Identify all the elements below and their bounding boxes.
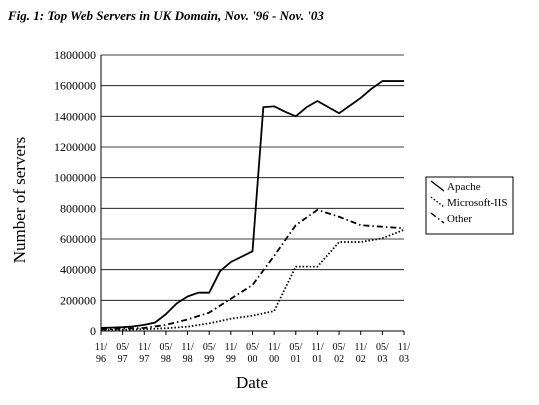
y-tick-label: 1400000 xyxy=(54,109,96,123)
x-tick-label-top: 05/ xyxy=(246,342,259,353)
y-axis-label: Number of servers xyxy=(10,137,29,264)
y-tick-label: 600000 xyxy=(60,232,96,246)
x-tick-label-bottom: 97 xyxy=(139,354,149,365)
legend-swatch xyxy=(430,212,445,224)
x-tick-label-bottom: 98 xyxy=(183,354,193,365)
x-tick-label-top: 05/ xyxy=(289,342,302,353)
x-tick-label-bottom: 98 xyxy=(161,354,171,365)
y-tick-label: 1800000 xyxy=(54,48,96,62)
legend-swatch xyxy=(430,180,445,192)
y-tick-label: 1200000 xyxy=(54,140,96,154)
y-tick-label: 200000 xyxy=(60,293,96,307)
x-tick-label-top: 11/ xyxy=(311,342,324,353)
x-tick-label-top: 11/ xyxy=(355,342,368,353)
series-lines xyxy=(100,80,405,332)
x-tick-label-top: 11/ xyxy=(181,342,194,353)
legend: Apache Microsoft-IIS Other xyxy=(425,176,514,235)
y-tick-label: 800000 xyxy=(60,201,96,215)
legend-box xyxy=(425,176,514,235)
x-tick-label-bottom: 00 xyxy=(269,354,279,365)
x-tick-label-top: 11/ xyxy=(268,342,281,353)
legend-label: Microsoft-IIS xyxy=(447,197,508,209)
legend-label: Apache xyxy=(447,181,481,193)
y-tick-labels: 0 200000 400000 600000 800000 1000000 1200000 1… xyxy=(54,48,96,338)
chart-title: Fig. 1: Top Web Servers in UK Domain, No… xyxy=(7,8,324,23)
y-tick-label: 1000000 xyxy=(54,171,96,185)
x-tick-label-bottom: 01 xyxy=(291,354,301,365)
x-tick-label-bottom: 00 xyxy=(248,354,258,365)
x-tick-label-top: 11/ xyxy=(95,342,108,353)
y-tick-label: 1600000 xyxy=(54,79,96,93)
x-tick-label-top: 11/ xyxy=(225,342,238,353)
x-tick-label-bottom: 97 xyxy=(118,354,128,365)
legend-label: Other xyxy=(447,213,472,225)
gridlines xyxy=(101,54,404,301)
x-tick-labels: 11/9605/9711/9705/9811/9805/9911/9905/00… xyxy=(95,331,411,365)
x-tick-label-bottom: 03 xyxy=(399,354,409,365)
x-tick-label-top: 05/ xyxy=(203,342,216,353)
x-tick-label-bottom: 02 xyxy=(356,354,366,365)
x-tick-label-top: 05/ xyxy=(333,342,346,353)
x-tick-label-top: 05/ xyxy=(160,342,173,353)
y-tick-label: 0 xyxy=(90,324,96,338)
series-line-0 xyxy=(100,80,404,329)
x-tick-label-bottom: 03 xyxy=(377,354,387,365)
x-tick-label-bottom: 01 xyxy=(312,354,322,365)
x-tick-label-top: 05/ xyxy=(116,342,129,353)
x-tick-label-bottom: 96 xyxy=(96,354,106,365)
x-tick-label-top: 11/ xyxy=(398,342,411,353)
series-line-2 xyxy=(100,208,405,331)
x-tick-label-top: 05/ xyxy=(376,342,389,353)
x-tick-label-bottom: 99 xyxy=(204,354,214,365)
x-axis-label: Date xyxy=(236,373,268,392)
legend-swatch xyxy=(430,196,445,208)
x-tick-label-top: 11/ xyxy=(138,342,151,353)
x-tick-label-bottom: 02 xyxy=(334,354,344,365)
y-tick-label: 400000 xyxy=(60,263,96,277)
x-tick-label-bottom: 99 xyxy=(226,354,236,365)
